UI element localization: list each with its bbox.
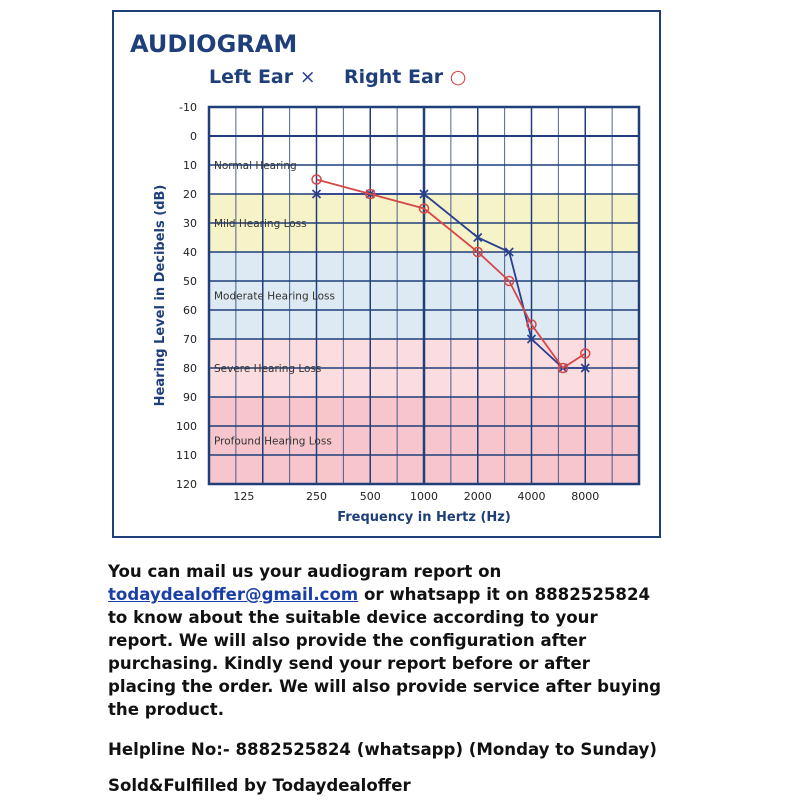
right-ear-point	[557, 362, 569, 374]
band-label-2: Moderate Hearing Loss	[214, 291, 335, 303]
info-paragraph: You can mail us your audiogram report on…	[108, 560, 748, 721]
y-tick-label: 120	[176, 478, 197, 491]
band-label-3: Severe Hearing Loss	[214, 363, 321, 375]
y-tick-label: 110	[176, 449, 197, 462]
info-line-6: placing the order. We will also provide …	[108, 677, 662, 696]
x-tick-label: 1000	[410, 490, 438, 503]
plot-border	[207, 105, 641, 486]
chart-title: AUDIOGRAM	[130, 30, 297, 58]
y-tick-label: 20	[183, 188, 197, 201]
y-tick-label: 70	[183, 333, 197, 346]
x-tick-label: 8000	[571, 490, 599, 503]
series-line-1	[316, 178, 586, 370]
band-label-1: Mild Hearing Loss	[214, 218, 307, 230]
info-line-2: todaydealoffer@gmail.com or whatsapp it …	[108, 583, 748, 606]
email-link[interactable]: todaydealoffer@gmail.com	[108, 585, 359, 604]
right-ear-point	[503, 275, 515, 287]
left-ear-point	[504, 247, 514, 257]
x-axis-label: Frequency in Hertz (Hz)	[337, 510, 511, 525]
y-tick-label: 90	[183, 391, 197, 404]
left-ear-point	[580, 363, 590, 373]
audiogram-svg: AUDIOGRAM Left Ear × Right Ear ○ Normal Hea…	[130, 30, 641, 525]
band-label-0: Normal Hearing	[214, 160, 297, 172]
right-ear-point	[311, 174, 322, 185]
y-tick-label: 0	[190, 130, 197, 143]
right-ear-point	[526, 319, 537, 330]
helpline-text: Helpline No:- 8882525824 (whatsapp) (Mon…	[108, 740, 657, 759]
x-tick-label: 250	[306, 490, 327, 503]
whatsapp-text: or whatsapp it on 8882525824	[358, 585, 651, 604]
sold-by-text: Sold&Fulfilled by Todaydealoffer	[108, 776, 411, 795]
right-ear-point	[472, 246, 483, 258]
info-line-7: the product.	[108, 700, 225, 719]
info-line-3: to know about the suitable device accord…	[108, 608, 598, 627]
x-tick-label: 2000	[464, 490, 492, 503]
y-tick-label: -10	[179, 101, 197, 114]
y-tick-label: 100	[176, 420, 197, 433]
right-ear-point	[365, 188, 376, 200]
left-ear-point	[473, 232, 483, 243]
y-tick-label: 10	[183, 159, 197, 172]
y-axis-label: Hearing Level in Decibels (dB)	[153, 185, 168, 407]
y-tick-label: 50	[183, 275, 197, 288]
left-ear-point	[526, 334, 537, 344]
legend-label-0: Left Ear ×	[209, 66, 316, 88]
info-line-1: You can mail us your audiogram report on	[108, 562, 502, 581]
x-tick-label: 500	[360, 490, 381, 503]
info-line-5: purchasing. Kindly send your report befo…	[108, 654, 590, 673]
legend-label-1: Right Ear ○	[344, 66, 466, 88]
right-ear-point	[580, 348, 591, 359]
y-tick-label: 40	[183, 246, 197, 259]
left-ear-point	[419, 189, 429, 199]
audiogram-chart: AUDIOGRAM Left Ear × Right Ear ○ Normal Hea…	[112, 10, 661, 538]
y-tick-label: 30	[183, 217, 197, 230]
left-ear-point	[311, 189, 322, 199]
series-line-0	[316, 193, 586, 369]
right-ear-point	[418, 203, 430, 214]
x-tick-label: 125	[233, 490, 254, 503]
info-line-4: report. We will also provide the configu…	[108, 631, 587, 650]
y-tick-label: 60	[183, 304, 197, 317]
x-tick-label: 4000	[518, 490, 546, 503]
y-tick-label: 80	[183, 362, 197, 375]
band-label-4: Profound Hearing Loss	[214, 436, 332, 448]
